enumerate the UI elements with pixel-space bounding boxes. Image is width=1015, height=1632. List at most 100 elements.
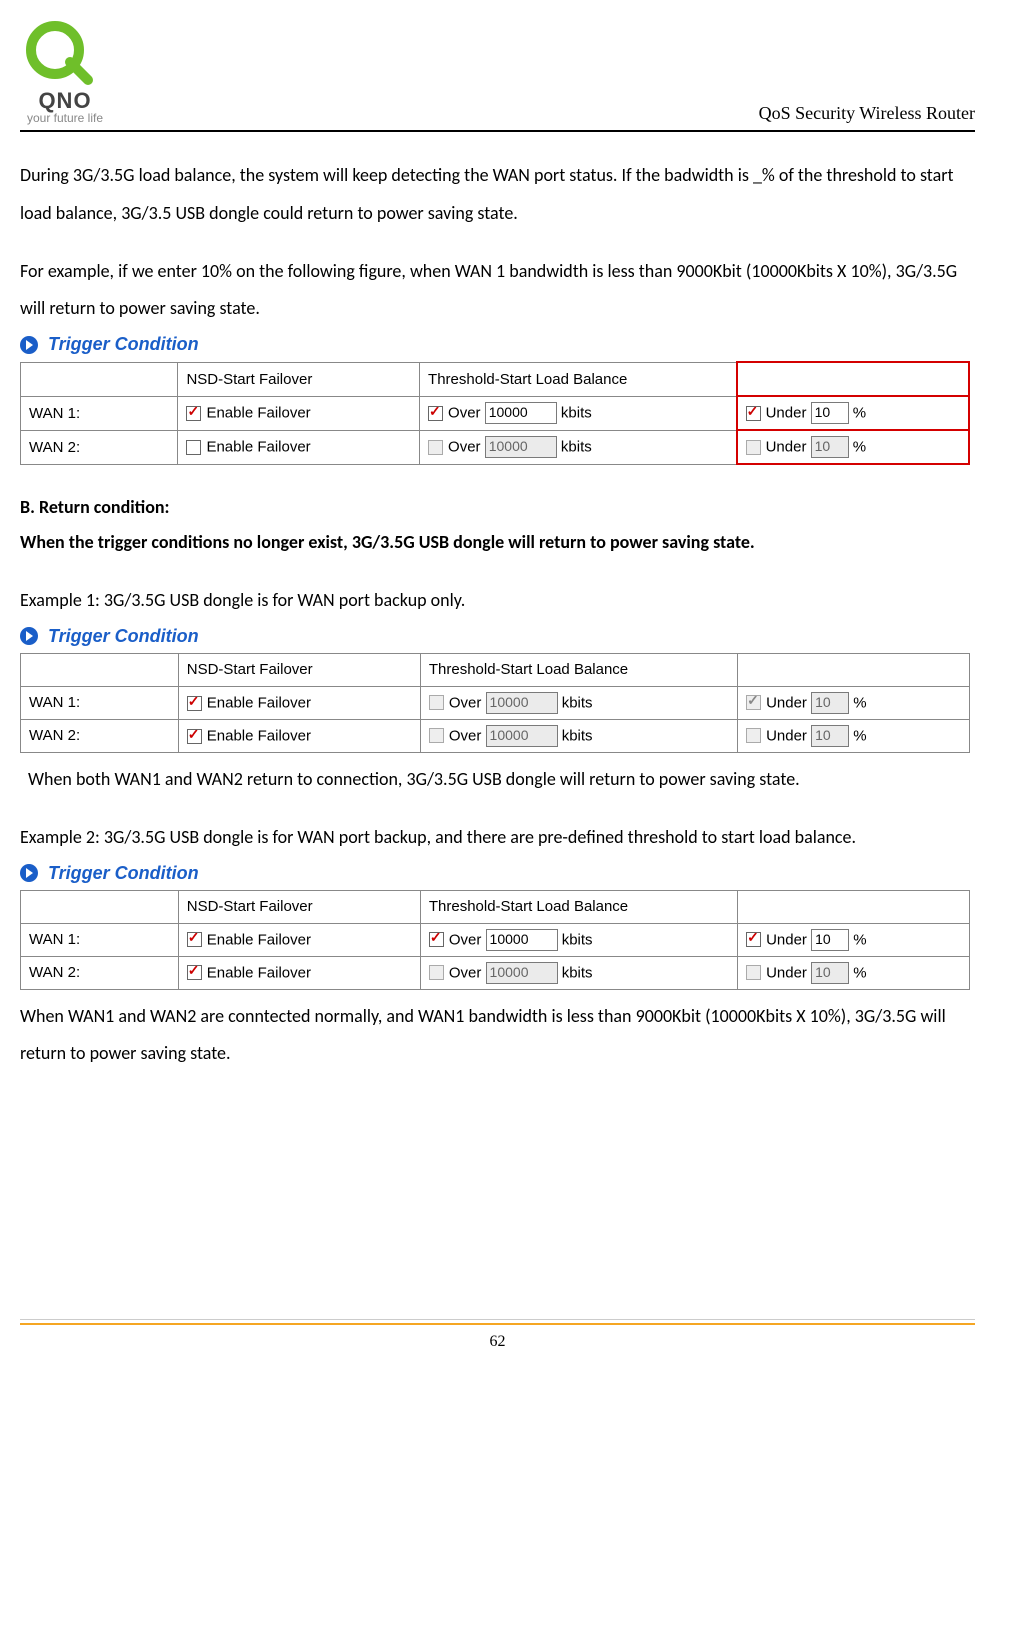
checkbox-icon[interactable] [186, 440, 201, 455]
checkbox-icon [746, 695, 761, 710]
under-cell: Under 10 % [738, 719, 970, 752]
col-header [738, 890, 970, 923]
checkbox-label: Enable Failover [206, 405, 310, 422]
checkbox-label: Enable Failover [207, 695, 311, 712]
failover-cell: Enable Failover [178, 956, 420, 989]
threshold-cell: Over 10000 kbits [420, 923, 737, 956]
checkbox-icon[interactable] [187, 932, 202, 947]
under-input: 10 [811, 962, 849, 984]
brand-name: QNO [38, 90, 91, 112]
page-header: QNO your future life QoS Security Wirele… [20, 20, 975, 132]
kbits-label: kbits [562, 727, 593, 744]
table-row: WAN 2: Enable Failover Over 10000 kbits … [21, 719, 970, 752]
table-row: WAN 1: Enable Failover Over 10000 kbits … [21, 396, 970, 430]
checkbox-icon [429, 695, 444, 710]
table-head-row: NSD-Start Failover Threshold-Start Load … [21, 362, 970, 396]
checkbox-icon[interactable] [429, 932, 444, 947]
under-input[interactable]: 10 [811, 929, 849, 951]
over-label: Over [449, 931, 482, 948]
col-header-highlighted [737, 362, 969, 396]
under-cell: Under 10 % [738, 956, 970, 989]
section-b-title: B. Return condition: [20, 495, 975, 520]
over-input[interactable]: 10000 [486, 929, 558, 951]
trigger-title: Trigger Condition [48, 626, 199, 647]
trigger-title: Trigger Condition [48, 863, 199, 884]
checkbox-icon[interactable] [186, 406, 201, 421]
under-cell: Under 10 % [738, 923, 970, 956]
col-header: NSD-Start Failover [178, 653, 420, 686]
under-cell: Under 10 % [738, 686, 970, 719]
doc-title: QoS Security Wireless Router [759, 103, 975, 124]
over-label: Over [448, 405, 481, 422]
kbits-label: kbits [561, 439, 592, 456]
under-cell-highlighted: Under 10 % [737, 396, 969, 430]
table-row: WAN 1: Enable Failover Over 10000 kbits … [21, 923, 970, 956]
arrow-icon [20, 627, 38, 645]
trigger-header: Trigger Condition [20, 863, 975, 884]
section-b-subtitle: When the trigger conditions no longer ex… [20, 524, 975, 562]
row-label: WAN 1: [21, 686, 179, 719]
failover-cell: Enable Failover [178, 719, 420, 752]
example-1-after: When both WAN1 and WAN2 return to connec… [28, 761, 975, 799]
failover-cell: Enable Failover [178, 396, 420, 430]
over-input: 10000 [486, 692, 558, 714]
threshold-cell: Over 10000 kbits [420, 686, 737, 719]
under-input[interactable]: 10 [811, 402, 849, 424]
under-label: Under [766, 439, 807, 456]
trigger-header: Trigger Condition [20, 626, 975, 647]
table-head-row: NSD-Start Failover Threshold-Start Load … [21, 890, 970, 923]
failover-cell: Enable Failover [178, 686, 420, 719]
checkbox-label: Enable Failover [207, 964, 311, 981]
blank-cell [21, 362, 178, 396]
checkbox-icon [429, 728, 444, 743]
checkbox-icon [746, 965, 761, 980]
threshold-cell: Over 10000 kbits [420, 396, 737, 430]
under-cell-highlighted: Under 10 % [737, 430, 969, 464]
failover-cell: Enable Failover [178, 430, 420, 464]
trigger-table-1: NSD-Start Failover Threshold-Start Load … [20, 361, 970, 465]
failover-cell: Enable Failover [178, 923, 420, 956]
checkbox-label: Enable Failover [207, 728, 311, 745]
percent-label: % [853, 439, 866, 456]
over-input[interactable]: 10000 [485, 402, 557, 424]
percent-label: % [853, 727, 866, 744]
under-label: Under [766, 964, 807, 981]
blank-cell [21, 653, 179, 686]
example-1-text: Example 1: 3G/3.5G USB dongle is for WAN… [20, 582, 975, 620]
checkbox-icon[interactable] [746, 932, 761, 947]
checkbox-label: Enable Failover [206, 439, 310, 456]
over-input: 10000 [486, 962, 558, 984]
col-header: NSD-Start Failover [178, 362, 420, 396]
under-input: 10 [811, 692, 849, 714]
row-label: WAN 1: [21, 396, 178, 430]
over-label: Over [449, 694, 482, 711]
under-label: Under [766, 405, 807, 422]
paragraph: During 3G/3.5G load balance, the system … [20, 157, 975, 233]
checkbox-icon[interactable] [187, 729, 202, 744]
trigger-title: Trigger Condition [48, 334, 199, 355]
over-label: Over [449, 964, 482, 981]
checkbox-icon [746, 440, 761, 455]
page-footer: 62 [20, 1323, 975, 1351]
table-row: WAN 2: Enable Failover Over 10000 kbits … [21, 430, 970, 464]
checkbox-icon[interactable] [428, 406, 443, 421]
table-row: WAN 1: Enable Failover Over 10000 kbits … [21, 686, 970, 719]
blank-cell [21, 890, 179, 923]
checkbox-icon [746, 728, 761, 743]
row-label: WAN 2: [21, 719, 179, 752]
logo-icon [20, 20, 110, 90]
example-2-text: Example 2: 3G/3.5G USB dongle is for WAN… [20, 819, 975, 857]
table-head-row: NSD-Start Failover Threshold-Start Load … [21, 653, 970, 686]
row-label: WAN 2: [21, 430, 178, 464]
checkbox-icon[interactable] [746, 406, 761, 421]
table-row: WAN 2: Enable Failover Over 10000 kbits … [21, 956, 970, 989]
under-label: Under [766, 727, 807, 744]
brand-logo: QNO your future life [20, 20, 110, 124]
checkbox-icon[interactable] [187, 696, 202, 711]
trigger-header: Trigger Condition [20, 334, 975, 355]
col-header: Threshold-Start Load Balance [420, 653, 737, 686]
percent-label: % [853, 405, 866, 422]
kbits-label: kbits [562, 694, 593, 711]
col-header: Threshold-Start Load Balance [420, 362, 737, 396]
checkbox-icon[interactable] [187, 965, 202, 980]
